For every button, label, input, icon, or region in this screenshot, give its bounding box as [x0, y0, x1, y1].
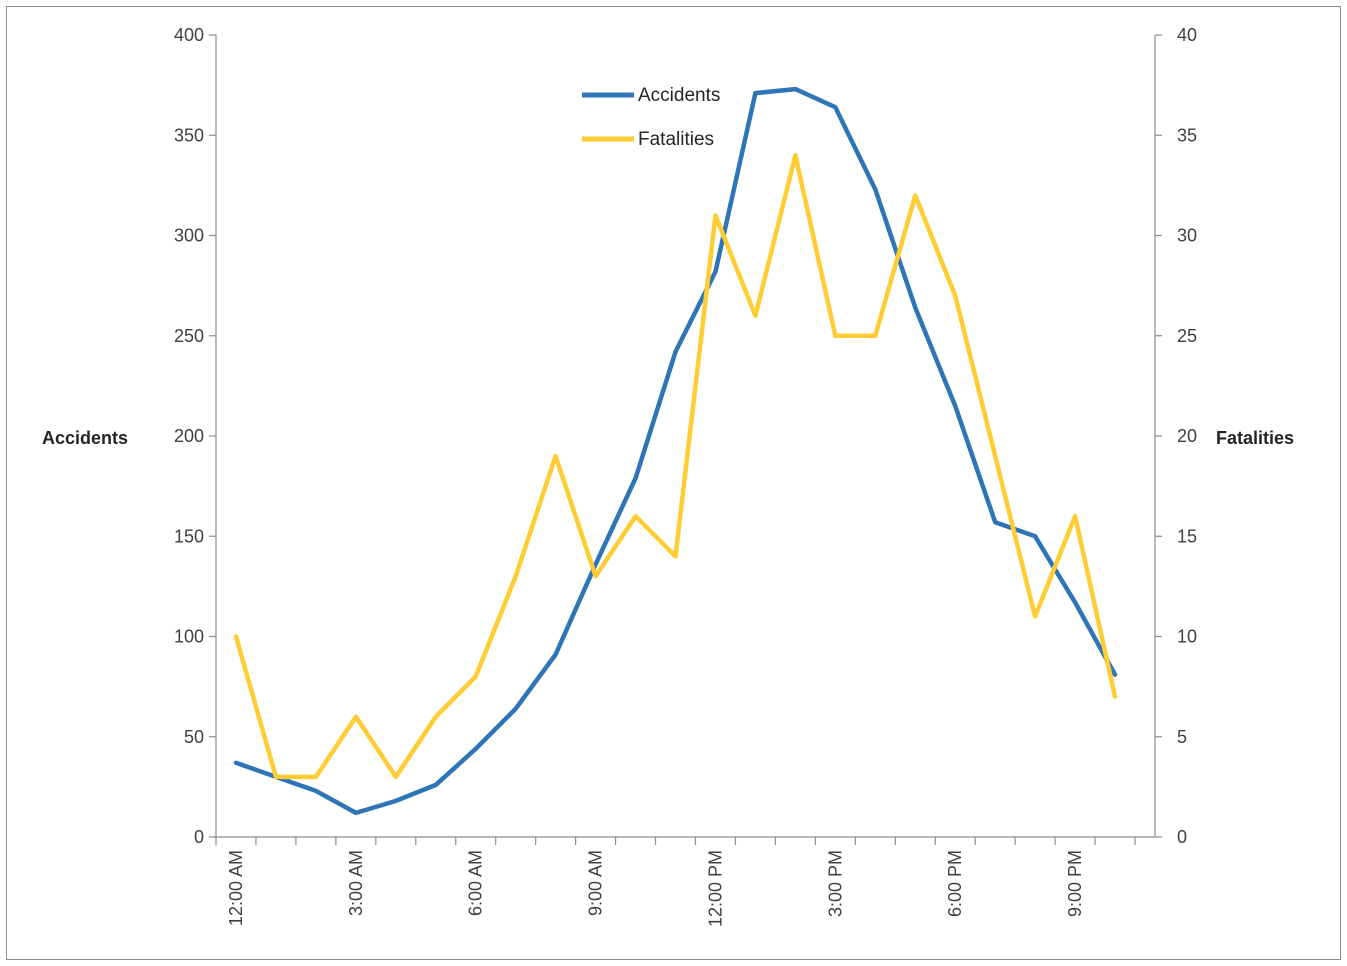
data-point-fatalities: [714, 213, 718, 217]
series-line-accidents: [233, 86, 1118, 816]
data-point-accidents: [1113, 673, 1117, 677]
data-point-accidents: [514, 707, 518, 711]
y-tick-label-right: 30: [1177, 226, 1197, 246]
y-tick-label-right: 40: [1177, 25, 1197, 45]
data-point-fatalities: [913, 193, 917, 197]
data-point-accidents: [474, 747, 478, 751]
data-point-accidents: [554, 653, 558, 657]
x-tick-label: 3:00 PM: [825, 850, 845, 917]
series-layer: [233, 86, 1118, 816]
data-point-fatalities: [833, 334, 837, 338]
x-tick-label: 6:00 PM: [945, 850, 965, 917]
data-point-fatalities: [1073, 514, 1077, 518]
y-axis-title-left: Accidents: [42, 428, 128, 448]
y-tick-label-right: 25: [1177, 326, 1197, 346]
data-point-accidents: [1073, 600, 1077, 604]
legend: Accidents Fatalities: [582, 85, 720, 150]
y-tick-label-right: 5: [1177, 727, 1187, 747]
y-tick-label-left: 50: [184, 727, 204, 747]
x-tick-label: 9:00 AM: [586, 850, 606, 916]
y-tick-label-left: 250: [174, 326, 204, 346]
y-tick-label-right: 10: [1177, 627, 1197, 647]
data-point-fatalities: [394, 775, 398, 779]
data-point-fatalities: [474, 675, 478, 679]
y-tick-label-left: 300: [174, 226, 204, 246]
x-tick-label: 9:00 PM: [1065, 850, 1085, 917]
data-point-fatalities: [793, 153, 797, 157]
x-tick-label: 3:00 AM: [346, 850, 366, 916]
x-tick-label: 12:00 PM: [705, 850, 725, 927]
series-line-fatalities: [233, 153, 1118, 780]
data-point-accidents: [953, 404, 957, 408]
data-point-fatalities: [1033, 615, 1037, 619]
axes-layer: 0 50 100 150 200 250 300 350 400 0 5 10 15 20 25 30 35 40…: [174, 25, 1197, 927]
y-axis-title-right: Fatalities: [1216, 428, 1294, 448]
y-tick-label-left: 350: [174, 125, 204, 145]
data-point-accidents: [714, 270, 718, 274]
data-point-fatalities: [434, 715, 438, 719]
y-tick-label-left: 400: [174, 25, 204, 45]
data-point-accidents: [674, 350, 678, 354]
y-tick-label-right: 15: [1177, 526, 1197, 546]
data-point-fatalities: [753, 314, 757, 318]
x-tick-label: 12:00 AM: [226, 850, 246, 926]
data-point-fatalities: [634, 514, 638, 518]
data-point-fatalities: [594, 574, 598, 578]
data-point-fatalities: [674, 554, 678, 558]
x-tick-label: 6:00 AM: [466, 850, 486, 916]
y-tick-label-right: 35: [1177, 125, 1197, 145]
y-tick-label-left: 100: [174, 627, 204, 647]
data-point-accidents: [913, 306, 917, 310]
y-tick-label-right: 20: [1177, 426, 1197, 446]
data-point-fatalities: [274, 775, 278, 779]
data-point-accidents: [354, 811, 358, 815]
data-point-fatalities: [993, 454, 997, 458]
legend-label-fatalities: Fatalities: [638, 129, 714, 150]
data-point-fatalities: [953, 294, 957, 298]
data-point-fatalities: [1113, 695, 1117, 699]
data-point-fatalities: [873, 334, 877, 338]
data-point-accidents: [833, 105, 837, 109]
data-point-fatalities: [354, 715, 358, 719]
data-point-fatalities: [234, 635, 238, 639]
y-tick-label-left: 200: [174, 426, 204, 446]
data-point-accidents: [394, 799, 398, 803]
y-tick-label-right: 0: [1177, 827, 1187, 847]
data-point-fatalities: [554, 454, 558, 458]
data-point-accidents: [873, 187, 877, 191]
y-tick-label-left: 150: [174, 526, 204, 546]
data-point-accidents: [793, 87, 797, 91]
data-point-accidents: [1033, 534, 1037, 538]
y-tick-label-left: 0: [194, 827, 204, 847]
data-point-accidents: [314, 789, 318, 793]
data-point-accidents: [993, 520, 997, 524]
data-point-accidents: [434, 783, 438, 787]
legend-label-accidents: Accidents: [638, 85, 720, 106]
data-point-accidents: [634, 476, 638, 480]
data-point-fatalities: [314, 775, 318, 779]
data-point-accidents: [753, 91, 757, 95]
data-point-accidents: [234, 761, 238, 765]
data-point-fatalities: [514, 574, 518, 578]
chart-frame: [6, 6, 1341, 960]
